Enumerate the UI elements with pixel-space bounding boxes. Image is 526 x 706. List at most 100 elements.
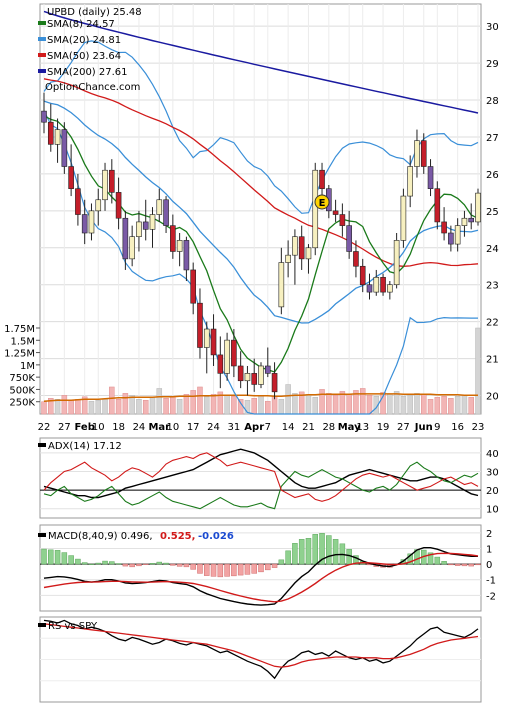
legend-sma8-label: SMA(8) 24.57 [47,19,115,30]
volume-bar [251,398,257,415]
candle [468,203,475,230]
rs-average-line [43,623,479,668]
legend-sma200-label: SMA(200) 27.61 [47,67,128,78]
candle [156,188,163,222]
macd-panel: 2 1 0 -1 -2 MACD(8,40,9) 0.496, 0.525, -0.02… [38,524,496,612]
volume-bar [176,399,183,415]
macd-histogram-bar [68,555,74,565]
macd-histogram-bar [427,552,434,565]
date-tick-label: 19 [377,422,390,433]
candle [47,103,54,152]
candle [400,188,407,248]
macd-histogram-bar [407,553,413,565]
candle [359,258,366,293]
candle [142,199,149,241]
legend-sma50: SMA(50) 23.64 [38,51,121,62]
date-tick-label: 24 [207,422,220,433]
macd-tick-label: -1 [486,576,496,587]
macd-histogram-bar [156,561,163,565]
volume-bar [224,395,230,415]
volume-bar [400,396,407,415]
macd-histogram-bar [142,563,149,565]
macd-signal-value: 0.525, [160,531,195,542]
volume-bar [326,393,332,415]
volume-bar [305,394,312,415]
volume-tick-label: 1.25M [4,349,35,360]
volume-bar [61,395,68,415]
volume-bar [149,396,156,415]
price-tick-label: 27 [486,133,499,144]
candle [224,332,230,381]
volume-bar [244,399,251,415]
volume-bar [142,399,149,415]
relative-strength-lines [43,619,479,680]
candle [237,351,244,389]
candle [393,233,400,289]
candle [115,177,122,230]
macd-histogram-bar [231,563,237,577]
volume-bar [41,401,47,415]
volume-bar [265,400,271,415]
price-tick-label: 22 [486,318,499,329]
plus-di-line [43,461,479,510]
macd-histogram-bar [244,563,251,575]
volume-bar [380,392,386,415]
candle [475,188,481,226]
candle [420,133,427,174]
macd-histogram-bar [332,539,339,565]
ticker-label: UPBD (daily) 25.48 [47,7,142,18]
macd-histogram-bar [305,538,312,565]
volume-bars [41,327,481,415]
macd-histogram-bar [434,556,441,565]
adx-lines [43,448,479,510]
macd-histogram-bar [109,561,115,565]
volume-bar [285,384,291,415]
volume-tick-label: 750K [9,373,35,384]
volume-bar [170,396,176,415]
macd-histogram-bar [122,563,129,567]
candle [88,203,95,241]
volume-bar [183,394,190,415]
bollinger-bands [43,40,479,415]
candle [258,362,264,389]
candle [183,236,190,282]
candle [454,218,461,252]
volume-bar [312,397,318,415]
candlesticks [41,92,481,400]
volume-bar [346,394,352,415]
macd-label: MACD(8,40,9) 0.496, [48,531,153,542]
legend-sma200: SMA(200) 27.61 [38,67,128,78]
sma20-line [43,100,479,324]
candle [136,210,142,252]
volume-bar [109,386,115,415]
volume-bar [393,391,400,415]
date-tick-label: Feb [75,422,95,433]
candle [332,199,339,222]
candle [387,281,393,300]
macd-histogram-bar [75,558,81,565]
volume-bar [54,399,61,415]
adx-tick-label: 20 [486,486,499,497]
macd-histogram-bar [81,562,88,565]
date-tick-label: 28 [322,422,335,433]
volume-tick-label: 1M [20,361,35,372]
candle [197,288,203,359]
macd-histogram-bar [197,563,203,574]
volume-bar [88,400,95,415]
legend-sma20: SMA(20) 24.81 [38,35,121,46]
macd-histogram-bar [149,563,156,565]
price-tick-label: 28 [486,96,499,107]
bollinger-lower-band [43,110,478,415]
candle [244,365,251,396]
candle [210,314,217,366]
price-axis: 30 29 28 27 26 25 24 23 22 21 20 [486,22,499,402]
date-tick-label: 14 [282,422,295,433]
date-tick-label: May [338,422,361,433]
macd-histogram-bar [271,563,278,568]
volume-bar [204,396,210,415]
volume-average-line [43,393,478,402]
candle [163,196,169,234]
